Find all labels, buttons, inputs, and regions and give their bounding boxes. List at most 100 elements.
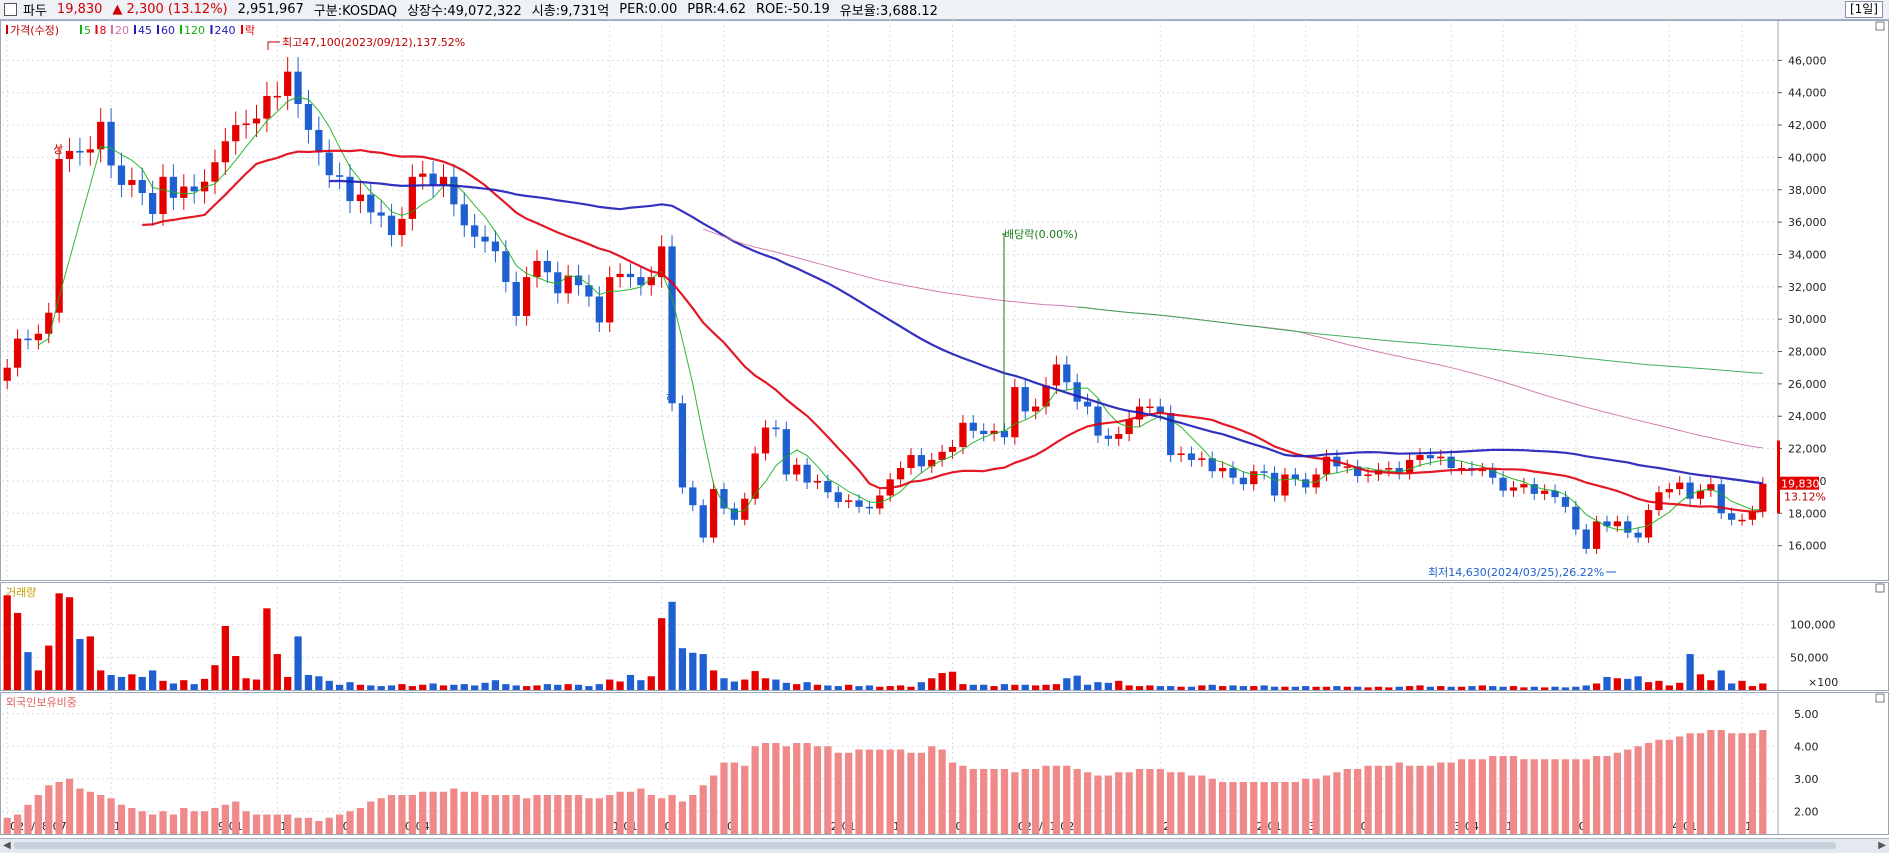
candle-body xyxy=(273,95,281,98)
foreign-bar xyxy=(1146,769,1154,834)
foreign-bar xyxy=(543,795,552,834)
foreign-bar xyxy=(1333,772,1341,834)
foreign-bar xyxy=(86,791,94,834)
candle-body xyxy=(522,277,531,316)
foreign-bar xyxy=(1021,769,1029,834)
foreign-bar xyxy=(1665,739,1673,834)
volume-bar xyxy=(1031,685,1040,690)
candle-body xyxy=(1302,479,1310,488)
candle-body xyxy=(1239,477,1248,485)
foreign-bar xyxy=(522,798,531,834)
foreign-bar xyxy=(273,814,281,834)
foreign-bar xyxy=(148,814,157,834)
candle-body xyxy=(377,212,385,216)
volume-bar xyxy=(1281,686,1289,690)
candle-body xyxy=(948,446,957,452)
candle-body xyxy=(585,285,593,297)
candle xyxy=(1187,446,1196,467)
candle xyxy=(761,420,770,461)
candle-body xyxy=(252,118,261,124)
foreign-bar xyxy=(419,791,427,834)
candle xyxy=(252,104,261,138)
candle xyxy=(1489,462,1497,485)
foreign-bar xyxy=(1624,749,1632,834)
candle-body xyxy=(512,281,520,316)
candle xyxy=(273,81,281,111)
candle-body xyxy=(1665,489,1673,493)
scroll-left-icon[interactable]: ◀ xyxy=(3,840,11,851)
candle xyxy=(1354,459,1362,483)
candle-body xyxy=(564,275,572,294)
volume-bar xyxy=(668,601,676,690)
candle xyxy=(699,499,707,543)
volume-bar xyxy=(1738,680,1746,690)
foreign-bar xyxy=(1686,733,1694,834)
chart-scrollbar[interactable]: ◀ ▶ xyxy=(0,838,1889,853)
candle xyxy=(1042,377,1050,415)
candle-body xyxy=(221,141,229,163)
candle xyxy=(138,167,146,206)
volume-bar xyxy=(1021,684,1029,690)
foreign-bar xyxy=(128,808,136,834)
volume-bar xyxy=(574,684,583,690)
candle-body xyxy=(13,338,22,368)
foreign-bar xyxy=(1031,769,1040,834)
volume-bar xyxy=(751,671,759,690)
candle-body xyxy=(1364,474,1372,477)
volume-bar xyxy=(273,654,281,690)
period-selector[interactable]: [1일] xyxy=(1844,1,1883,18)
candle xyxy=(574,264,583,296)
candle-body xyxy=(169,176,178,198)
volume-bar xyxy=(263,608,271,690)
candle xyxy=(148,180,157,226)
candle xyxy=(211,149,219,195)
volume-bar xyxy=(709,670,718,690)
volume-bar xyxy=(522,686,531,690)
candle-body xyxy=(751,453,759,499)
foreign-bar xyxy=(252,814,261,834)
limit-down-marker: 하 xyxy=(666,390,676,404)
candle xyxy=(356,182,365,214)
candle-body xyxy=(969,422,977,431)
volume-bar xyxy=(3,595,11,690)
volume-bar xyxy=(34,670,42,690)
foreign-bar xyxy=(1364,765,1372,834)
candle-body xyxy=(938,451,946,460)
foreign-bar xyxy=(512,795,520,834)
foreign-bar xyxy=(658,798,666,834)
volume-bar xyxy=(948,671,957,690)
volume-bar xyxy=(1000,684,1009,690)
volume-bar xyxy=(543,684,552,690)
candle-body xyxy=(1167,413,1175,456)
candle xyxy=(491,230,500,263)
candle-body xyxy=(1052,364,1061,386)
stock-chart[interactable]: 2023/08/072109/01112010/0411/01102012/01… xyxy=(0,20,1889,838)
candle xyxy=(97,108,105,163)
candle-body xyxy=(741,498,749,520)
foreign-bar xyxy=(1250,782,1258,834)
candle xyxy=(1530,477,1538,501)
panel-toggle-checkbox[interactable] xyxy=(4,3,17,16)
ma5-line xyxy=(38,96,1763,531)
foreign-bar xyxy=(335,814,344,834)
volume-bar xyxy=(45,645,53,690)
candle xyxy=(1634,527,1642,543)
candle xyxy=(980,423,988,442)
foreign-y-tick-label: 2.00 xyxy=(1794,805,1819,818)
foreign-bar xyxy=(138,811,146,834)
foreign-bar xyxy=(284,814,292,834)
candle-body xyxy=(24,338,32,341)
scroll-thumb[interactable] xyxy=(14,842,1836,849)
volume-bar xyxy=(730,681,739,690)
volume-bar xyxy=(1291,686,1299,690)
current-price: 19,830 xyxy=(56,2,103,17)
candle xyxy=(1686,476,1694,505)
candle-body xyxy=(793,464,801,475)
scroll-right-icon[interactable]: ▶ xyxy=(1878,840,1886,851)
volume-bar xyxy=(658,618,666,690)
high-annotation: 최고47,100(2023/09/12),137.52% xyxy=(282,36,465,49)
volume-bar xyxy=(1115,680,1123,690)
foreign-bar xyxy=(1478,759,1486,834)
foreign-bar xyxy=(1644,743,1653,834)
candle xyxy=(65,137,74,172)
